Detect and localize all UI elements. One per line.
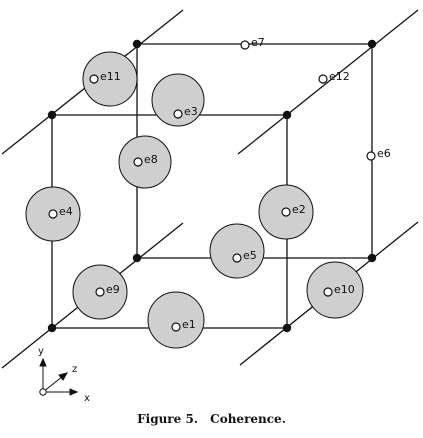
label-e2: e2 xyxy=(292,203,306,216)
axis-origin xyxy=(39,388,47,396)
marker-e1 xyxy=(171,322,181,332)
y-axis-arrowhead xyxy=(39,357,47,367)
disc-e11 xyxy=(82,51,138,107)
marker-e9 xyxy=(95,287,105,297)
disc-e1 xyxy=(147,291,205,349)
axis-indicator: y z x xyxy=(38,346,90,404)
marker-e3 xyxy=(173,109,183,119)
disc-e3 xyxy=(151,73,205,127)
marker-e12 xyxy=(318,74,328,84)
vertex-5 xyxy=(132,253,142,263)
x-axis-arrowhead xyxy=(69,388,79,396)
marker-e6 xyxy=(366,151,376,161)
z-axis-label: z xyxy=(72,364,77,375)
label-e3: e3 xyxy=(184,105,198,118)
marker-e5 xyxy=(232,253,242,263)
vertex-1 xyxy=(132,39,142,49)
marker-e7 xyxy=(240,40,250,50)
marker-e11 xyxy=(89,74,99,84)
vertex-3 xyxy=(47,110,57,120)
figure-caption: Figure 5. Coherence. xyxy=(0,412,423,426)
marker-e2 xyxy=(281,207,291,217)
label-e5: e5 xyxy=(243,249,257,262)
disc-e8 xyxy=(118,135,172,189)
label-e12: e12 xyxy=(329,70,350,83)
diagonal-top-right xyxy=(237,9,419,155)
vertex-6 xyxy=(367,253,377,263)
vertex-8 xyxy=(282,323,292,333)
vertex-7 xyxy=(47,323,57,333)
label-e4: e4 xyxy=(59,205,73,218)
z-axis-arrowhead xyxy=(58,372,69,381)
label-e9: e9 xyxy=(106,283,120,296)
edge-markers: e1 e2 e3 e4 e5 e6 e7 e8 e9 e10 e11 e12 xyxy=(48,36,391,332)
z-axis-line xyxy=(42,375,64,393)
figure-title: Coherence. xyxy=(210,412,286,426)
x-axis-label: x xyxy=(84,393,90,404)
shaded-discs xyxy=(25,51,364,349)
y-axis-label: y xyxy=(38,346,44,357)
marker-e8 xyxy=(133,157,143,167)
label-e11: e11 xyxy=(100,70,121,83)
disc-e5 xyxy=(209,223,265,279)
cube-vertices xyxy=(47,39,377,333)
label-e6: e6 xyxy=(377,147,391,160)
disc-e10 xyxy=(306,261,364,319)
label-e10: e10 xyxy=(334,283,355,296)
label-e1: e1 xyxy=(182,318,196,331)
vertex-4 xyxy=(282,110,292,120)
vertex-2 xyxy=(367,39,377,49)
cube-diagram: e1 e2 e3 e4 e5 e6 e7 e8 e9 e10 e11 e12 y z x xyxy=(1,9,419,404)
label-e7: e7 xyxy=(251,36,265,49)
marker-e10 xyxy=(323,287,333,297)
figure-number: Figure 5. xyxy=(137,412,198,426)
label-e8: e8 xyxy=(144,153,158,166)
marker-e4 xyxy=(48,209,58,219)
